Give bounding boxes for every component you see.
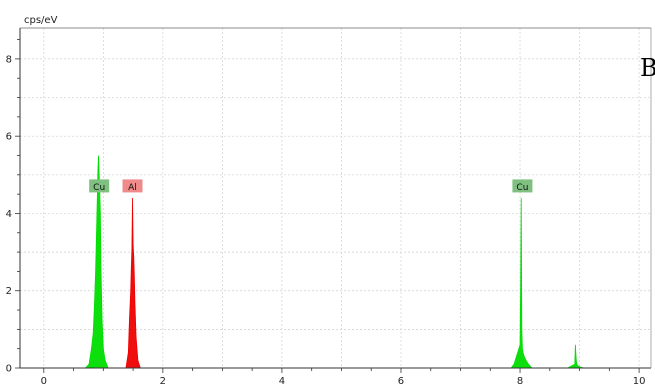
y-tick-label: 8 bbox=[6, 54, 12, 65]
x-tick-label: 2 bbox=[160, 376, 166, 387]
peak-area bbox=[125, 197, 141, 369]
x-tick-label: 4 bbox=[279, 376, 285, 387]
x-tick-label: 0 bbox=[41, 376, 47, 387]
peak-label: Al bbox=[128, 183, 137, 193]
point-annotation: نقطه B bbox=[640, 54, 655, 82]
axis-ticks bbox=[15, 39, 640, 373]
peak-labels: Cu Al Cu bbox=[89, 179, 533, 193]
peak-area bbox=[510, 197, 533, 369]
peak-area bbox=[84, 155, 109, 369]
x-tick-label: 6 bbox=[398, 376, 404, 387]
y-tick-labels: 0 2 4 6 8 bbox=[6, 54, 12, 374]
peak-label: Cu bbox=[93, 183, 105, 193]
y-tick-label: 6 bbox=[6, 132, 12, 143]
y-tick-label: 2 bbox=[6, 286, 12, 297]
series-layer bbox=[84, 155, 585, 369]
y-tick-label: 4 bbox=[6, 209, 12, 220]
peak-label-box bbox=[89, 179, 110, 193]
y-tick-label: 0 bbox=[6, 364, 12, 375]
grid-lines bbox=[20, 28, 651, 368]
series-al bbox=[125, 197, 141, 369]
x-tick-label: 8 bbox=[517, 376, 523, 387]
x-tick-labels: 0 2 4 6 8 10 bbox=[41, 376, 646, 387]
peak-label-box bbox=[122, 179, 143, 193]
peak-label: Cu bbox=[516, 183, 528, 193]
peak-label-box bbox=[512, 179, 533, 193]
x-tick-label: 10 bbox=[633, 376, 646, 387]
series-cu bbox=[84, 155, 585, 369]
y-axis-unit-label: cps/eV bbox=[24, 15, 58, 26]
peak-area bbox=[567, 344, 585, 369]
